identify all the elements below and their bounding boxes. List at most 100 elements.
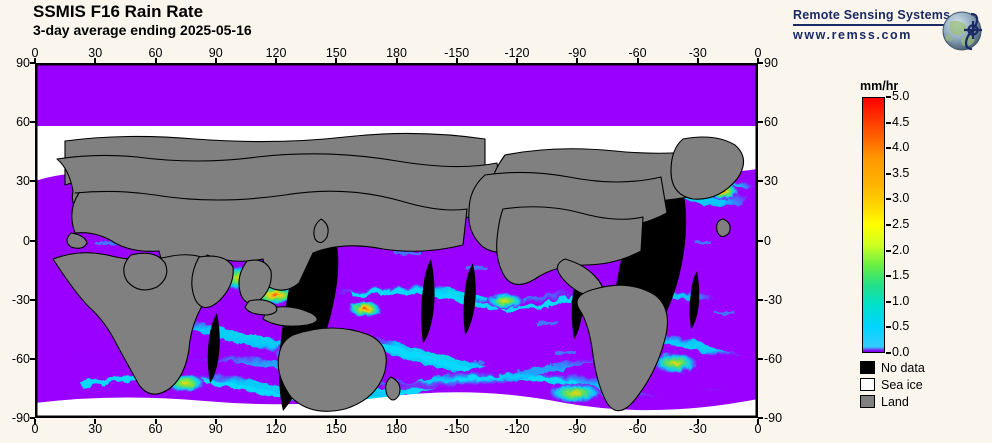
colorbar-tick-label: 2.5 [892, 217, 910, 231]
longitude-tick-label: -90 [568, 46, 587, 60]
longitude-tick-label: 60 [148, 422, 163, 436]
latitude-tick-label: 30 [764, 174, 778, 189]
latitude-tick [758, 298, 763, 301]
legend-item: Sea ice [860, 376, 925, 393]
remss-logo: Remote Sensing Systems www.remss.com [793, 8, 988, 54]
land-masses [52, 132, 745, 412]
latitude-tick-label: 90 [16, 56, 30, 70]
colorbar-tick [886, 249, 891, 252]
longitude-tick [455, 58, 458, 63]
longitude-tick [275, 58, 277, 63]
longitude-tick-label: 120 [265, 46, 287, 60]
page-subtitle: 3-day average ending 2025-05-16 [33, 22, 252, 38]
longitude-tick-label: -90 [568, 422, 587, 436]
latitude-tick [758, 357, 763, 360]
colorbar-tick [886, 96, 891, 98]
latitude-tick-label: 30 [16, 174, 30, 189]
legend-swatch [860, 395, 875, 408]
longitude-tick-label: 0 [31, 46, 39, 60]
longitude-tick-label: 30 [88, 46, 103, 60]
longitude-tick-label: 0 [754, 422, 762, 436]
legend-label: Land [881, 394, 909, 409]
legend-label: No data [881, 360, 925, 375]
latitude-tick [30, 239, 35, 242]
longitude-tick-label: -150 [444, 422, 470, 436]
title-block: SSMIS F16 Rain Rate 3-day average ending… [33, 2, 252, 39]
longitude-tick-label: 90 [208, 46, 223, 60]
longitude-tick [395, 58, 398, 63]
longitude-tick-label: 120 [265, 422, 287, 436]
longitude-tick [516, 58, 518, 63]
longitude-tick-label: -30 [688, 422, 707, 436]
longitude-tick [214, 58, 217, 63]
latitude-tick [758, 417, 763, 419]
longitude-tick-label: -120 [504, 422, 530, 436]
latitude-tick-label: 60 [764, 115, 778, 130]
latitude-tick-label: -60 [764, 351, 783, 366]
longitude-tick-label: 150 [325, 46, 347, 60]
longitude-tick [214, 419, 217, 424]
colorbar [862, 97, 885, 353]
colorbar-units-label: mm/hr [860, 79, 899, 93]
page-title: SSMIS F16 Rain Rate [33, 2, 204, 21]
legend-swatch [860, 378, 875, 391]
colorbar-tick-label: 5.0 [892, 89, 910, 103]
logo-company-name: Remote Sensing Systems [793, 8, 951, 22]
colorbar-tick-label: 4.5 [892, 114, 910, 129]
longitude-tick [576, 419, 579, 424]
latitude-tick [758, 121, 763, 124]
latitude-tick-label: -30 [764, 292, 783, 307]
latitude-tick [758, 62, 763, 64]
latitude-tick-label: -30 [11, 292, 30, 307]
longitude-tick [94, 419, 97, 424]
latitude-tick [758, 180, 763, 183]
legend-item: No data [860, 359, 925, 376]
colorbar-tick-label: 3.5 [892, 165, 910, 180]
colorbar-tick-label: 4.0 [892, 140, 910, 155]
colorbar-tick [886, 352, 891, 354]
colorbar-tick [886, 198, 891, 201]
longitude-tick [94, 58, 97, 63]
globe-icon [942, 11, 982, 51]
longitude-tick-label: -60 [628, 422, 647, 436]
longitude-tick [154, 58, 157, 63]
longitude-tick-label: -150 [444, 46, 470, 60]
longitude-tick [335, 58, 338, 63]
latitude-tick-label: 90 [764, 56, 778, 70]
latitude-tick [30, 180, 35, 183]
longitude-tick-label: -60 [628, 46, 647, 60]
longitude-tick-label: 0 [31, 422, 39, 436]
longitude-tick [636, 419, 639, 424]
colorbar-tick [886, 224, 891, 226]
latitude-tick-label: 0 [764, 233, 771, 248]
colorbar-tick [886, 172, 891, 175]
latitude-tick [30, 417, 35, 419]
colorbar-tick [886, 300, 891, 303]
colorbar-tick-label: 2.0 [892, 242, 910, 257]
colorbar-tick-label: 3.0 [892, 191, 910, 206]
latitude-tick-label: 60 [16, 115, 30, 130]
longitude-tick-label: 60 [148, 46, 163, 60]
longitude-tick [34, 419, 36, 424]
latitude-tick [758, 239, 763, 242]
rain-rate-raster [35, 63, 758, 418]
colorbar-tick [886, 326, 891, 329]
longitude-tick [757, 58, 759, 63]
longitude-tick-label: 0 [754, 46, 762, 60]
colorbar-tick-label: 0.5 [892, 319, 910, 334]
colorbar-tick-label: 1.5 [892, 268, 910, 283]
longitude-tick-label: -30 [688, 46, 707, 60]
legend-label: Sea ice [881, 377, 923, 392]
colorbar-gradient [863, 98, 884, 352]
longitude-tick [275, 419, 277, 424]
longitude-tick-label: 150 [325, 422, 347, 436]
longitude-tick [696, 58, 699, 63]
longitude-tick [576, 58, 579, 63]
latitude-tick [30, 357, 35, 360]
latitude-tick-label: -60 [11, 351, 30, 366]
colorbar-tick [886, 275, 891, 278]
colorbar-tick-label: 0.0 [892, 345, 910, 359]
longitude-tick [395, 419, 398, 424]
logo-website-url: www.remss.com [793, 28, 912, 42]
